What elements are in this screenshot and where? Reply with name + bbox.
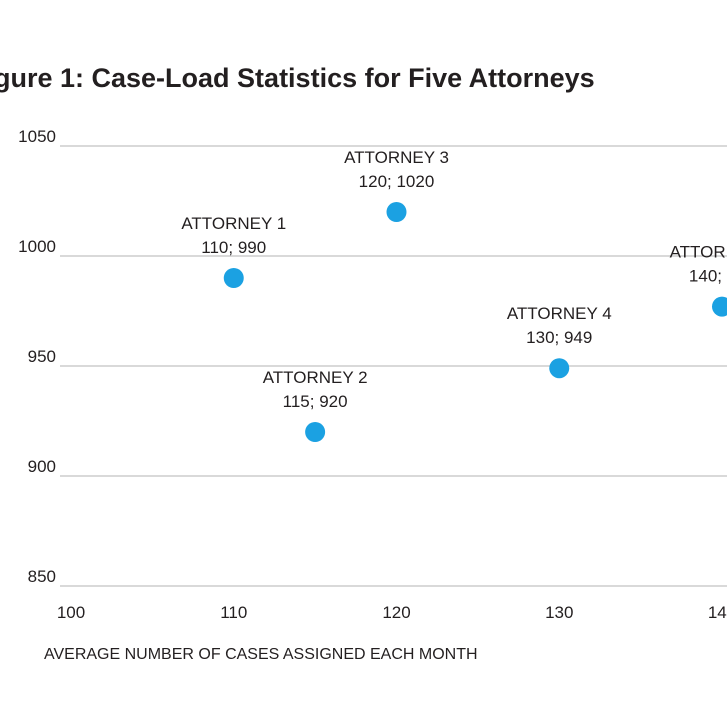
data-point-4 bbox=[549, 358, 570, 379]
point-name-label-3: ATTORNEY 3 bbox=[344, 148, 449, 167]
y-tick-label-950: 950 bbox=[28, 347, 56, 366]
point-name-label-5: ATTORNEY 5 bbox=[670, 243, 727, 262]
x-tick-label-140: 140 bbox=[708, 603, 727, 622]
point-value-label-1: 110; 990 bbox=[201, 238, 266, 257]
y-tick-label-1050: 1050 bbox=[18, 127, 56, 146]
y-tick-label-850: 850 bbox=[28, 567, 56, 586]
x-tick-label-130: 130 bbox=[545, 603, 573, 622]
y-tick-label-1000: 1000 bbox=[18, 237, 56, 256]
chart-title: Figure 1: Case-Load Statistics for Five … bbox=[0, 63, 595, 93]
point-labels: ATTORNEY 1 110; 990 ATTORNEY 2 115; 920 ATTO… bbox=[181, 148, 727, 411]
data-point-1 bbox=[223, 268, 244, 288]
point-value-label-3: 120; 1020 bbox=[359, 172, 435, 191]
point-name-label-4: ATTORNEY 4 bbox=[507, 304, 612, 323]
x-tick-label-110: 110 bbox=[220, 603, 247, 622]
x-axis-ticks: 100 110 120 130 140 bbox=[57, 603, 727, 622]
y-axis-ticks: 850 900 950 1000 1050 bbox=[18, 127, 56, 586]
point-name-label-1: ATTORNEY 1 bbox=[181, 214, 286, 233]
point-name-label-2: ATTORNEY 2 bbox=[263, 368, 368, 387]
x-tick-label-100: 100 bbox=[57, 603, 85, 622]
y-gridlines bbox=[60, 145, 727, 587]
data-point-2 bbox=[305, 422, 326, 442]
point-value-label-5: 140; 977 bbox=[689, 267, 727, 286]
data-points bbox=[223, 202, 727, 442]
point-value-label-4: 130; 949 bbox=[526, 328, 592, 347]
point-value-label-2: 115; 920 bbox=[283, 392, 348, 411]
y-tick-label-900: 900 bbox=[28, 457, 56, 476]
data-point-5 bbox=[712, 296, 727, 317]
x-tick-label-120: 120 bbox=[382, 603, 410, 622]
data-point-3 bbox=[386, 202, 407, 222]
x-axis-label: AVERAGE NUMBER OF CASES ASSIGNED EACH MO… bbox=[44, 646, 478, 663]
